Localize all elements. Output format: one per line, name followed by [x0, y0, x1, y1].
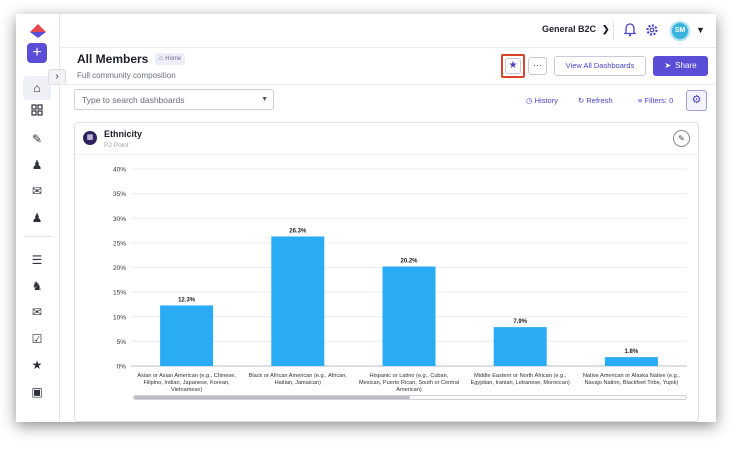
bar	[160, 305, 214, 366]
header-divider	[60, 84, 716, 85]
breadcrumb-label: Home	[165, 56, 182, 62]
share-icon: ➤	[664, 61, 672, 70]
filters-label: Filters: 0	[644, 96, 674, 105]
x-tick-label: Egyptian, Iranian, Lebanese, Moroccan)	[471, 380, 570, 386]
x-tick-label: Middle Eastern or North African (e.g.,	[474, 373, 566, 379]
history-button[interactable]: ◷ History	[526, 96, 558, 105]
y-tick-label: 5%	[117, 339, 127, 346]
edit-pencil-icon[interactable]: ✎	[673, 130, 690, 147]
home-icon[interactable]: ⌂	[23, 76, 51, 100]
view-all-dashboards-button[interactable]: View All Dashboards	[554, 56, 646, 76]
x-tick-label: Mexican, Puerto Rican, South or Central	[359, 380, 459, 386]
data-label: 26.3%	[289, 228, 307, 234]
x-tick-label: Asian or Asian American (e.g., Chinese,	[137, 373, 236, 379]
list-icon[interactable]: ☰	[31, 253, 43, 267]
filters-button[interactable]: ≡ Filters: 0	[638, 96, 673, 105]
y-tick-label: 10%	[113, 314, 126, 321]
refresh-button[interactable]: ↻ Refresh	[578, 96, 613, 105]
y-tick-label: 40%	[113, 167, 126, 174]
x-tick-label: American)	[396, 387, 422, 393]
scrollbar-thumb[interactable]	[134, 396, 410, 399]
y-tick-label: 0%	[117, 364, 127, 371]
card-title: Ethnicity	[104, 129, 143, 139]
star-icon: ★	[505, 58, 521, 74]
home-outline-icon: ⌂	[159, 55, 164, 62]
x-tick-label: Filipino, Indian, Japanese, Korean,	[144, 380, 231, 386]
x-tick-label: Haitian, Jamaican)	[275, 380, 321, 386]
breadcrumb[interactable]: ⌂ Home	[155, 53, 186, 65]
y-tick-label: 25%	[113, 240, 126, 247]
app-logo-icon[interactable]	[30, 24, 46, 38]
bar	[493, 327, 547, 366]
folder-add-icon[interactable]: ▣	[31, 385, 43, 399]
share-label: Share	[675, 61, 697, 70]
refresh-icon: ↻	[578, 96, 585, 105]
filter-settings-gear-icon[interactable]: ⚙	[686, 90, 707, 111]
data-label: 20.2%	[400, 259, 418, 265]
user-avatar[interactable]: SM	[670, 21, 690, 41]
topbar-divider	[613, 22, 614, 40]
edit-list-icon[interactable]: ✎	[31, 132, 43, 146]
history-label: History	[534, 96, 558, 105]
filter-icon: ≡	[638, 96, 643, 105]
dropdown-caret-icon[interactable]: ▼	[261, 96, 268, 103]
more-options-button[interactable]: ···	[528, 57, 547, 75]
bar	[271, 236, 325, 366]
y-tick-label: 20%	[113, 265, 126, 272]
card-divider	[75, 154, 698, 155]
sidebar-collapse-chevron-icon[interactable]: ›	[48, 69, 66, 85]
x-tick-label: Vietnamese)	[171, 387, 202, 393]
avatar-chevron-down-icon[interactable]: ▼	[696, 25, 705, 35]
community-icon[interactable]: ♞	[31, 279, 43, 293]
workspace-selector[interactable]: General B2C ❯	[542, 24, 610, 35]
data-label: 7.9%	[513, 319, 527, 325]
settings-gear-icon[interactable]	[644, 22, 660, 38]
page-title: All Members	[77, 52, 149, 66]
chevron-down-icon: ❯	[602, 24, 610, 34]
add-user-icon[interactable]: ♟	[31, 158, 43, 172]
x-tick-label: Black or African American (e.g., African…	[249, 373, 348, 379]
card-subtitle: P2 Point	[104, 142, 129, 149]
share-button[interactable]: ➤ Share	[653, 56, 708, 76]
sidebar-divider	[24, 236, 52, 237]
mail-icon[interactable]: ✉	[31, 184, 43, 198]
user-search-icon[interactable]: ♟	[31, 211, 43, 225]
dashboard-search-dropdown[interactable]: ▼	[74, 89, 274, 110]
clock-icon: ◷	[526, 96, 533, 105]
refresh-label: Refresh	[586, 96, 613, 105]
trophy-icon[interactable]: ★	[31, 358, 43, 372]
dashboards-icon[interactable]	[29, 104, 45, 120]
bar-chart: 0% 5% 10% 15% 20% 25% 30% 35% 40% 12.3% Asian or A…	[113, 167, 687, 393]
checklist-icon[interactable]: ☑	[31, 332, 43, 346]
page-subtitle: Full community composition	[77, 71, 176, 80]
y-tick-label: 35%	[113, 191, 126, 198]
create-button[interactable]: +	[27, 43, 47, 63]
favorite-button[interactable]: ★	[501, 54, 525, 78]
x-tick-label: Native American or Alaska Native (e.g.,	[583, 373, 680, 379]
bell-icon[interactable]	[622, 22, 638, 38]
app-window: + ⌂ ✎ ♟ ✉ ♟ ☰ ♞ ✉ ☑ ★ ▣ › General B2C ❯ S…	[16, 14, 716, 422]
data-label: 12.3%	[178, 297, 196, 303]
x-tick-label: Navajo Nation, Blackfeet Tribe, Yupik)	[585, 380, 679, 386]
chart-horizontal-scrollbar[interactable]	[133, 395, 687, 400]
bar	[382, 266, 436, 366]
inbox-icon[interactable]: ✉	[31, 305, 43, 319]
y-tick-label: 30%	[113, 216, 126, 223]
workspace-label: General B2C	[542, 24, 597, 34]
bar	[604, 357, 658, 366]
data-label: 1.8%	[625, 349, 639, 355]
x-tick-label: Hispanic or Latino (e.g., Cuban,	[370, 373, 449, 379]
y-tick-label: 15%	[113, 290, 126, 297]
chart-type-icon: ▦	[83, 131, 97, 145]
top-bar: General B2C ❯ SM ▼	[60, 14, 716, 48]
dashboard-search-input[interactable]	[75, 90, 255, 110]
ethnicity-chart-card: ▦ Ethnicity P2 Point ✎ 0% 5% 10% 15% 20% 25% 3…	[74, 122, 699, 422]
